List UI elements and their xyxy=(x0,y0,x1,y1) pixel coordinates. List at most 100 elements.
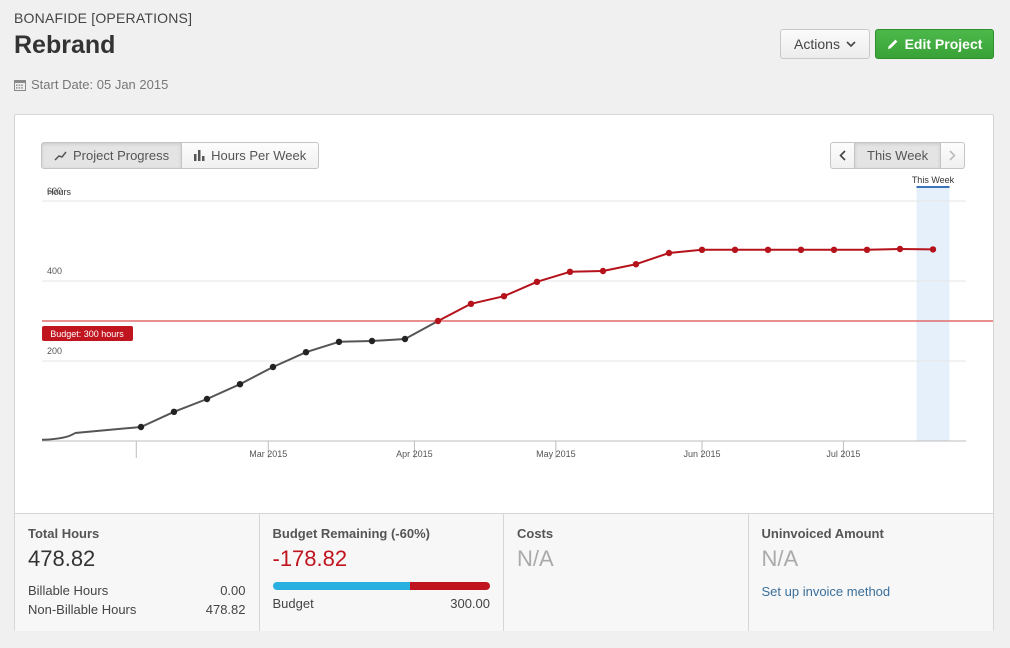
y-tick-label: 400 xyxy=(47,266,62,276)
chart-view-toggle: Project Progress Hours Per Week xyxy=(41,142,320,169)
budget-badge xyxy=(42,326,133,341)
series-segment xyxy=(470,295,505,305)
y-tick-label: 600 xyxy=(47,186,62,196)
series-segment xyxy=(173,398,208,413)
chevron-down-icon xyxy=(846,40,856,47)
data-point xyxy=(731,246,739,253)
series-segment xyxy=(74,426,142,434)
data-point xyxy=(269,363,277,371)
data-point xyxy=(665,249,673,257)
edit-project-label: Edit Project xyxy=(904,36,983,52)
data-point xyxy=(632,261,640,268)
budget-overage-segment xyxy=(409,582,490,590)
current-week-label: This Week xyxy=(912,175,955,185)
stats-bar: Total Hours 478.82 Billable Hours 0.00 N… xyxy=(15,513,993,631)
data-point xyxy=(863,246,871,253)
billable-hours-row: Billable Hours 0.00 xyxy=(28,583,246,598)
budget-used-segment xyxy=(272,582,410,590)
x-tick-label: Jun 2015 xyxy=(683,449,720,459)
data-point xyxy=(830,246,838,253)
series-segment xyxy=(272,351,307,368)
series-segment xyxy=(371,338,406,342)
edit-project-button[interactable]: Edit Project xyxy=(875,29,994,59)
costs-value: N/A xyxy=(517,546,554,571)
series-segment xyxy=(305,340,340,354)
this-week-label: This Week xyxy=(867,148,929,163)
client-name: BONAFIDE [OPERATIONS] xyxy=(14,10,193,26)
data-point xyxy=(797,246,805,253)
week-navigation: This Week xyxy=(830,142,966,169)
data-point xyxy=(401,335,409,343)
budget-remaining-card: Budget Remaining (-60%) -178.82 Budget 3… xyxy=(260,514,504,631)
x-tick-label: Apr 2015 xyxy=(396,449,433,459)
hours-per-week-tab[interactable]: Hours Per Week xyxy=(182,142,320,169)
uninvoiced-value: N/A xyxy=(761,546,799,571)
this-week-button[interactable]: This Week xyxy=(855,142,942,169)
series-segment xyxy=(569,270,604,273)
total-hours-card: Total Hours 478.82 Billable Hours 0.00 N… xyxy=(15,514,260,631)
data-point xyxy=(467,300,475,307)
series-segment xyxy=(602,263,637,272)
series-lead-in xyxy=(41,432,76,441)
y-axis-title: Hours xyxy=(47,187,72,197)
bar-chart-icon xyxy=(194,150,205,161)
x-tick-label: Jul 2015 xyxy=(826,449,860,459)
setup-invoice-link[interactable]: Set up invoice method xyxy=(761,584,891,599)
hours-per-week-label: Hours Per Week xyxy=(211,148,307,163)
series-segment xyxy=(866,248,901,251)
total-hours-label: Total Hours xyxy=(28,526,100,541)
budget-progress-bar xyxy=(272,582,491,590)
data-point xyxy=(599,267,607,275)
data-point xyxy=(203,395,211,403)
data-point xyxy=(566,268,574,275)
x-tick-label: Mar 2015 xyxy=(249,449,287,459)
series-segment xyxy=(536,270,571,283)
series-segment xyxy=(404,320,439,340)
current-week-band xyxy=(916,186,950,441)
start-date-text: Start Date: 05 Jan 2015 xyxy=(31,77,169,92)
budget-remaining-value: -178.82 xyxy=(272,546,348,571)
data-point xyxy=(137,423,145,431)
project-progress-chart: This Week Hours 200 400 600 Mar 2015 Apr 2015 M… xyxy=(41,175,993,459)
project-panel: Project Progress Hours Per Week This Wee… xyxy=(14,114,994,631)
previous-week-button[interactable] xyxy=(830,142,855,169)
data-point xyxy=(170,408,178,415)
non-billable-hours-row: Non-Billable Hours 478.82 xyxy=(28,602,246,617)
non-billable-hours-label: Non-Billable Hours xyxy=(28,602,137,617)
line-chart-icon xyxy=(54,151,67,161)
total-hours-value: 478.82 xyxy=(28,546,96,571)
series-segment xyxy=(503,280,538,298)
data-point xyxy=(335,338,343,345)
project-title: Rebrand xyxy=(14,31,116,59)
x-tick-label: May 2015 xyxy=(536,449,576,459)
data-point xyxy=(368,337,376,345)
billable-hours-value: 0.00 xyxy=(220,583,246,598)
chevron-left-icon xyxy=(839,150,846,161)
actions-dropdown-button[interactable]: Actions xyxy=(780,29,870,59)
next-week-button[interactable] xyxy=(941,142,966,169)
budget-remaining-label: Budget Remaining (-60%) xyxy=(272,526,430,541)
billable-hours-label: Billable Hours xyxy=(28,583,109,598)
series-segment xyxy=(635,252,670,266)
budget-row: Budget 300.00 xyxy=(273,596,491,611)
calendar-icon xyxy=(14,79,26,91)
data-point xyxy=(698,246,706,253)
chevron-right-icon xyxy=(949,150,956,161)
budget-label: Budget xyxy=(272,596,314,611)
pencil-icon xyxy=(887,39,897,49)
uninvoiced-card: Uninvoiced Amount N/A Set up invoice met… xyxy=(749,514,994,631)
project-progress-label: Project Progress xyxy=(73,148,170,163)
data-point xyxy=(500,293,508,300)
data-point xyxy=(434,317,442,325)
y-tick-label: 200 xyxy=(47,346,62,356)
data-point xyxy=(929,246,937,253)
series-segment xyxy=(206,383,241,400)
costs-label: Costs xyxy=(517,526,554,541)
series-segment xyxy=(668,248,703,254)
actions-label: Actions xyxy=(794,36,840,52)
project-progress-tab[interactable]: Project Progress xyxy=(41,142,183,169)
data-point xyxy=(896,245,904,253)
series-segment xyxy=(239,366,274,386)
budget-badge-label: Budget: 300 hours xyxy=(50,329,124,339)
data-point xyxy=(533,278,541,285)
